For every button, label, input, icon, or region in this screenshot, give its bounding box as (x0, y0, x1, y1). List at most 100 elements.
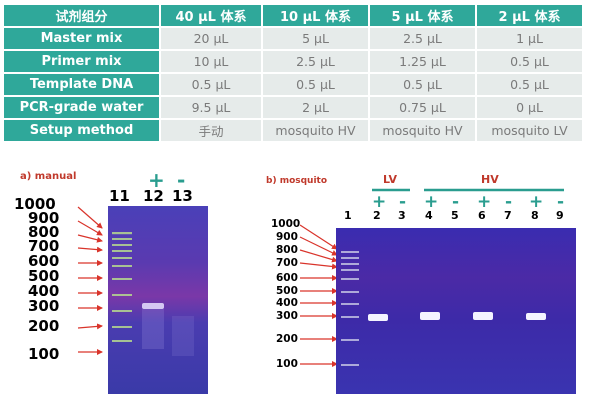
table-cell: 0.5 μL (263, 74, 368, 95)
ladder-band (112, 244, 132, 246)
table-row: PCR-grade water 9.5 μL 2 μL 0.75 μL 0 μL (4, 97, 582, 118)
lane-number: 3 (398, 209, 406, 222)
row-label: Primer mix (4, 51, 159, 72)
marker-label: 500 (28, 267, 60, 285)
marker-label: 100 (276, 358, 298, 370)
marker-label: 1000 (14, 195, 56, 213)
ladder-band (341, 291, 359, 293)
ladder-band (112, 310, 132, 312)
lane-number: 4 (425, 209, 433, 222)
table-row: Template DNA 0.5 μL 0.5 μL 0.5 μL 0.5 μL (4, 74, 582, 95)
marker-label: 900 (276, 231, 298, 243)
sign-minus: - (452, 192, 460, 212)
marker-label: 500 (276, 285, 298, 297)
sign-plus: + (529, 192, 544, 212)
table-cell: 9.5 μL (161, 97, 261, 118)
lane-number: 13 (172, 187, 193, 205)
table-cell: 手动 (161, 120, 261, 141)
table-cell: 0.5 μL (477, 74, 582, 95)
ladder-band (341, 303, 359, 305)
ladder-band (112, 265, 132, 267)
panel-a-title: a) manual (20, 171, 77, 182)
lane-number: 2 (373, 209, 381, 222)
table-cell: mosquito HV (263, 120, 368, 141)
ladder-band (341, 257, 359, 259)
table-row: Setup method 手动 mosquito HV mosquito HV … (4, 120, 582, 141)
lane-number: 6 (478, 209, 486, 222)
marker-arrow (77, 206, 103, 229)
row-label: PCR-grade water (4, 97, 159, 118)
lane-number: 1 (344, 209, 352, 222)
sign-plus: + (148, 168, 165, 192)
gel-lanes-mosquito (341, 251, 546, 366)
table-cell: 2 μL (263, 97, 368, 118)
sign-minus: - (505, 192, 513, 212)
pcr-product-band (142, 303, 164, 309)
panel-b-title: b) mosquito (266, 176, 328, 186)
table-cell: 1 μL (477, 28, 582, 49)
marker-label: 800 (28, 223, 60, 241)
sign-minus: - (177, 168, 186, 192)
ladder-bands (341, 251, 359, 366)
pcr-product-band (420, 312, 440, 320)
table-header-row: 试剂组分 40 μL 体系 10 μL 体系 5 μL 体系 2 μL 体系 (4, 5, 582, 26)
marker-label: 1000 (271, 218, 301, 230)
pcr-product-band (368, 314, 388, 321)
header-cell: 试剂组分 (4, 5, 159, 26)
sign-minus: - (557, 192, 565, 212)
lane-number: 8 (531, 209, 539, 222)
ladder-band (341, 339, 359, 341)
ladder-band (341, 251, 359, 253)
table-cell: 5 μL (263, 28, 368, 49)
table-row: Master mix 20 μL 5 μL 2.5 μL 1 μL (4, 28, 582, 49)
table-cell: 0.5 μL (370, 74, 475, 95)
row-label: Setup method (4, 120, 159, 141)
ladder-band (112, 278, 132, 280)
table-cell: 10 μL (161, 51, 261, 72)
group-label-hv: HV (481, 173, 499, 186)
table-cell: 1.25 μL (370, 51, 475, 72)
ladder-band (112, 232, 132, 235)
lane-number: 7 (504, 209, 512, 222)
lane-number: 11 (109, 187, 130, 205)
marker-label: 200 (276, 333, 298, 345)
ladder-band (341, 278, 359, 280)
marker-label: 300 (28, 297, 60, 315)
header-cell: 40 μL 体系 (161, 5, 261, 26)
table-cell: 2.5 μL (370, 28, 475, 49)
table-cell: 0.5 μL (477, 51, 582, 72)
lane-number: 5 (451, 209, 459, 222)
sign-plus: + (424, 192, 439, 212)
ladder-band (341, 364, 359, 366)
sign-minus: - (399, 192, 407, 212)
pcr-product-band (526, 313, 546, 320)
ladder-band (112, 294, 132, 296)
table-cell: 20 μL (161, 28, 261, 49)
gel-image-manual (108, 206, 208, 394)
pcr-bands (368, 312, 546, 321)
header-cell: 10 μL 体系 (263, 5, 368, 26)
marker-label: 400 (28, 282, 60, 300)
table-cell: mosquito LV (477, 120, 582, 141)
marker-label: 700 (276, 257, 298, 269)
marker-arrow (77, 246, 103, 253)
table-cell: 0 μL (477, 97, 582, 118)
ladder-band (341, 263, 359, 265)
ladder-band (112, 250, 132, 252)
table-cell: 0.5 μL (161, 74, 261, 95)
marker-label: 800 (276, 244, 298, 256)
ladder-band (341, 269, 359, 271)
marker-label: 600 (28, 252, 60, 270)
sign-plus: + (477, 192, 492, 212)
lane-smear (172, 316, 194, 356)
table-cell: 0.75 μL (370, 97, 475, 118)
marker-label: 600 (276, 272, 298, 284)
ladder-band (112, 257, 132, 259)
ladder-band (112, 340, 132, 342)
group-label-lv: LV (383, 173, 398, 186)
marker-label: 900 (28, 209, 60, 227)
table-cell: mosquito HV (370, 120, 475, 141)
row-label: Master mix (4, 28, 159, 49)
table-row: Primer mix 10 μL 2.5 μL 1.25 μL 0.5 μL (4, 51, 582, 72)
